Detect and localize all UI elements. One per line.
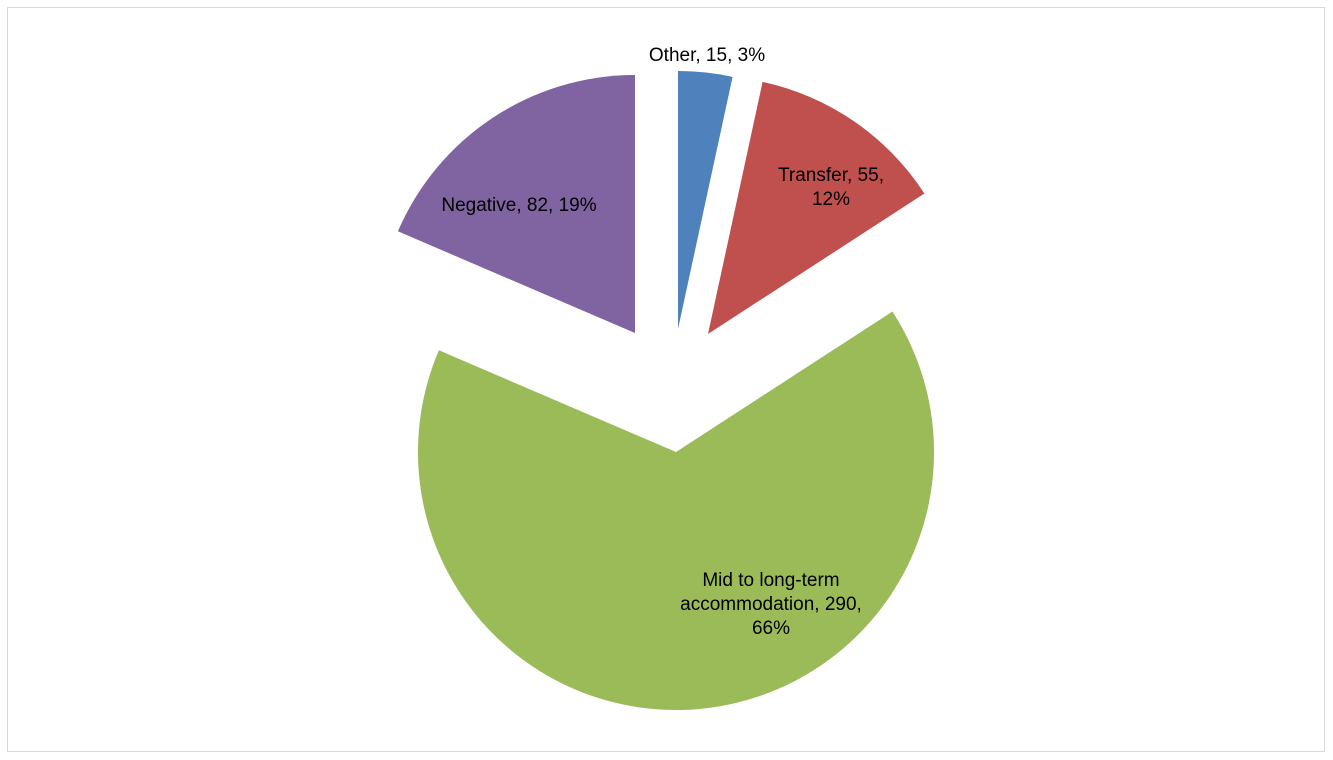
data-label-line: Mid to long-term <box>702 570 839 591</box>
data-label-other: Other, 15, 3% <box>649 45 765 66</box>
data-label-line: Transfer, 55, <box>778 165 884 186</box>
data-label-line: accommodation, 290, <box>680 594 862 615</box>
data-label-negative: Negative, 82, 19% <box>441 195 596 216</box>
data-label-transfer: Transfer, 55, 12% <box>778 165 884 210</box>
data-label-line: Negative, 82, 19% <box>441 195 596 216</box>
slice-transfer <box>708 81 925 334</box>
slice-negative <box>397 75 635 333</box>
data-label-line: 66% <box>752 618 790 639</box>
slice-other <box>678 71 733 329</box>
data-label-mid-to-long-term-accommodation: Mid to long-term accommodation, 290, 66% <box>680 570 862 639</box>
data-label-line: 12% <box>812 189 850 210</box>
slice-mid-to-long-term-accommodation <box>418 311 935 711</box>
data-label-line: Other, 15, 3% <box>649 45 765 66</box>
